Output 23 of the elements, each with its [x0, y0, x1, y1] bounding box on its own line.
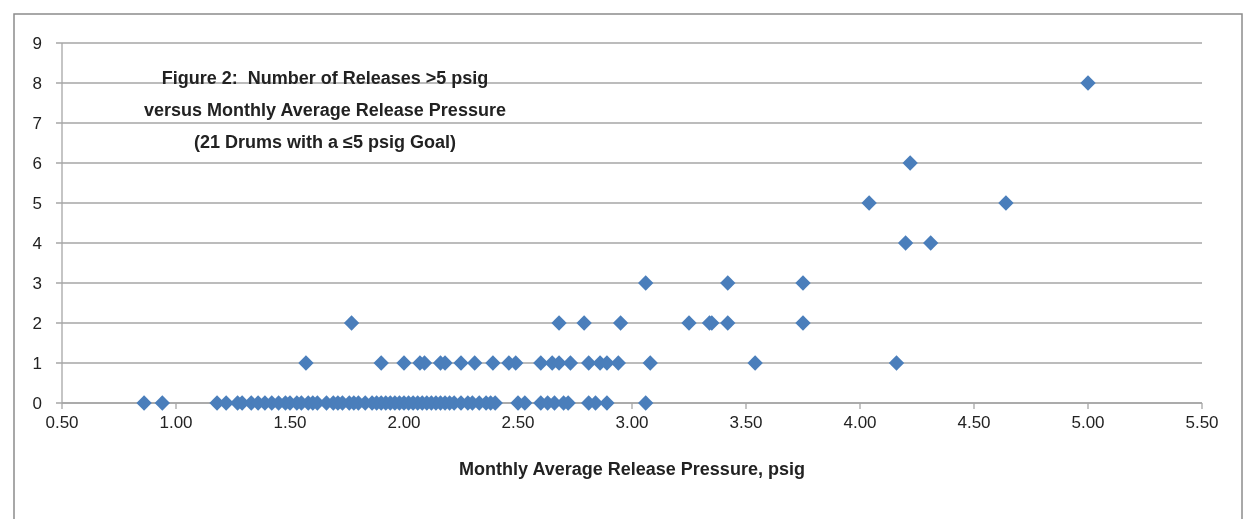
- x-tick-label: 3.50: [729, 413, 763, 432]
- y-tick-label: 9: [32, 34, 42, 53]
- x-tick-label: 1.00: [159, 413, 193, 432]
- y-tick-label: 4: [32, 234, 42, 253]
- y-tick-label: 7: [32, 114, 42, 133]
- x-tick-label: 4.50: [957, 413, 991, 432]
- x-axis-title: Monthly Average Release Pressure, psig: [459, 459, 805, 479]
- x-tick-label: 1.50: [273, 413, 307, 432]
- y-tick-label: 2: [32, 314, 42, 333]
- y-tick-label: 3: [32, 274, 42, 293]
- x-tick-label: 2.00: [387, 413, 421, 432]
- y-tick-label: 1: [32, 354, 42, 373]
- x-tick-label: 5.00: [1071, 413, 1105, 432]
- x-tick-label: 0.50: [45, 413, 79, 432]
- x-tick-label: 4.00: [843, 413, 877, 432]
- x-tick-label: 2.50: [501, 413, 535, 432]
- y-tick-label: 0: [32, 394, 42, 413]
- text: Figure 2: Number of Releases >5 psig versus Monthly Average Release Pressure (21 Drums with a ≤5 psig Goal): [144, 68, 506, 152]
- x-tick-label: 3.00: [615, 413, 649, 432]
- x-tick-label: 5.50: [1185, 413, 1219, 432]
- y-tick-label: 8: [32, 74, 42, 93]
- y-tick-label: 6: [32, 154, 42, 173]
- y-tick-label: 5: [32, 194, 42, 213]
